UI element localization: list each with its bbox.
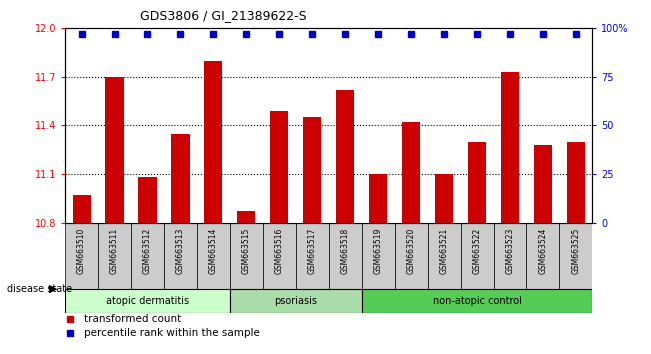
Bar	[303, 118, 322, 223]
Bar	[204, 61, 223, 223]
Bar	[435, 174, 453, 223]
Bar	[65, 223, 98, 290]
Bar	[296, 223, 329, 290]
Bar	[263, 223, 296, 290]
Text: GSM663514: GSM663514	[209, 228, 218, 274]
Bar	[131, 223, 164, 290]
Text: GSM663517: GSM663517	[308, 228, 317, 274]
Bar	[65, 290, 230, 313]
Bar	[395, 223, 428, 290]
Bar	[362, 223, 395, 290]
Bar	[98, 223, 131, 290]
Bar	[428, 223, 461, 290]
Bar	[501, 72, 519, 223]
Text: disease state: disease state	[7, 284, 72, 293]
Bar	[238, 211, 255, 223]
Bar	[230, 223, 263, 290]
Text: ▶: ▶	[49, 284, 57, 293]
Bar	[493, 223, 527, 290]
Bar	[402, 122, 420, 223]
Text: GSM663515: GSM663515	[242, 228, 251, 274]
Bar	[567, 142, 585, 223]
Bar	[559, 223, 592, 290]
Bar	[171, 133, 189, 223]
Bar	[336, 90, 354, 223]
Text: non-atopic control: non-atopic control	[433, 296, 521, 306]
Bar	[461, 223, 493, 290]
Bar	[105, 77, 124, 223]
Text: GSM663525: GSM663525	[572, 228, 581, 274]
Bar	[534, 145, 552, 223]
Bar	[197, 223, 230, 290]
Bar	[270, 111, 288, 223]
Bar	[139, 177, 156, 223]
Text: atopic dermatitis: atopic dermatitis	[106, 296, 189, 306]
Text: percentile rank within the sample: percentile rank within the sample	[83, 328, 260, 338]
Bar	[527, 223, 559, 290]
Text: GSM663511: GSM663511	[110, 228, 119, 274]
Text: GSM663524: GSM663524	[538, 228, 547, 274]
Text: GSM663520: GSM663520	[407, 228, 415, 274]
Bar	[164, 223, 197, 290]
Text: GSM663516: GSM663516	[275, 228, 284, 274]
Text: GSM663518: GSM663518	[340, 228, 350, 274]
Text: GSM663521: GSM663521	[439, 228, 449, 274]
Title: GDS3806 / GI_21389622-S: GDS3806 / GI_21389622-S	[140, 9, 307, 22]
Bar	[468, 142, 486, 223]
Bar	[72, 195, 90, 223]
Bar	[329, 223, 362, 290]
Bar	[362, 290, 592, 313]
Text: GSM663522: GSM663522	[473, 228, 482, 274]
Text: GSM663512: GSM663512	[143, 228, 152, 274]
Text: GSM663523: GSM663523	[506, 228, 514, 274]
Text: transformed count: transformed count	[83, 314, 181, 324]
Bar	[369, 174, 387, 223]
Text: psoriasis: psoriasis	[274, 296, 317, 306]
Text: GSM663513: GSM663513	[176, 228, 185, 274]
Text: GSM663510: GSM663510	[77, 228, 86, 274]
Text: GSM663519: GSM663519	[374, 228, 383, 274]
Bar	[230, 290, 362, 313]
